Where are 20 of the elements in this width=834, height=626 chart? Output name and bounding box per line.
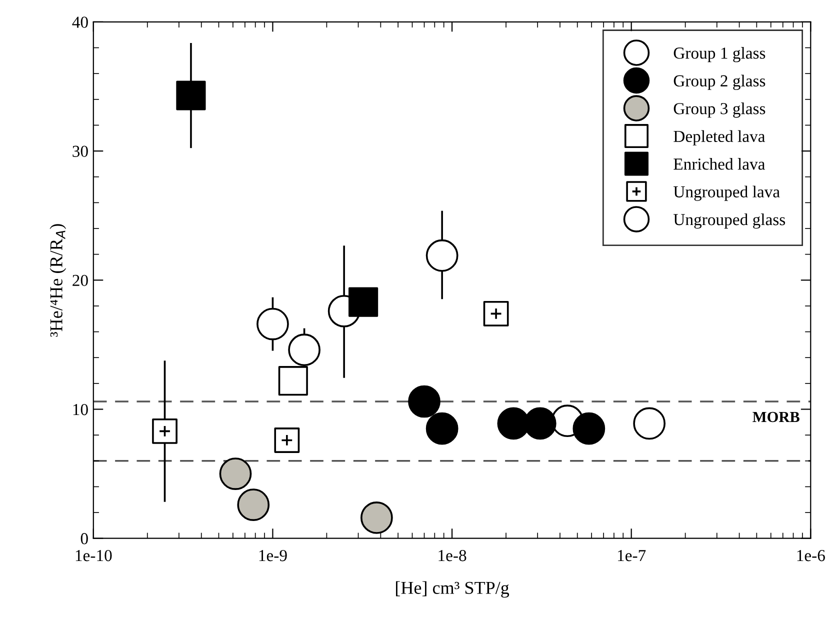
legend-label: Group 1 glass (674, 47, 766, 62)
legend-label: Group 2 glass (674, 74, 766, 90)
legend-label: Enriched lava (674, 158, 766, 170)
x-axis-title: [He] cm³ STP/g (396, 581, 510, 598)
legend-label: Ungrouped lava (674, 186, 780, 201)
legend-label: Group 3 glass (674, 102, 766, 118)
legend-label: Ungrouped glass (674, 213, 786, 229)
y-axis-title: ³He/⁴He (R/R$_{A}$) (50, 224, 66, 337)
y-tick-label: 40 (72, 16, 88, 28)
x-tick-label: 1e-6 (797, 550, 825, 562)
y-tick-label: 20 (72, 274, 88, 286)
y-tick-label: 30 (72, 146, 88, 157)
x-tick-label: 1e-7 (618, 550, 646, 562)
x-tick-label: 1e-10 (76, 550, 112, 562)
ref-line-label: MORB (752, 412, 800, 422)
y-tick-label: 0 (80, 533, 88, 544)
x-tick-label: 1e-8 (438, 550, 466, 562)
x-tick-label: 1e-9 (259, 550, 287, 562)
legend-label: Depleted lava (674, 130, 766, 146)
y-tick-label: 10 (73, 404, 88, 416)
